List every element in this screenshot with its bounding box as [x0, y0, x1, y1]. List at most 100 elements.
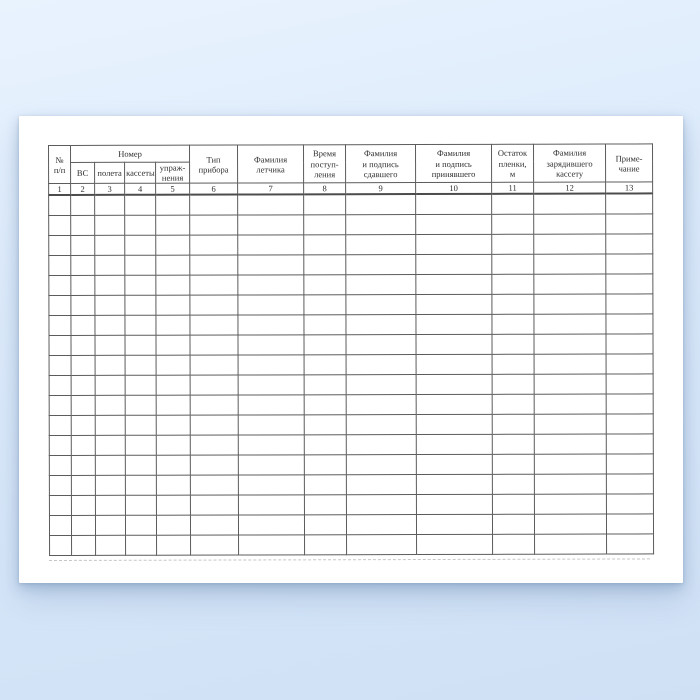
empty-cell [125, 434, 157, 455]
empty-cell [49, 474, 72, 496]
empty-cell [49, 394, 72, 416]
table-row [48, 313, 654, 336]
empty-cell [346, 514, 417, 535]
empty-cell [346, 414, 417, 435]
empty-cell [49, 434, 72, 456]
empty-cell [190, 414, 239, 435]
empty-cell [492, 433, 535, 454]
empty-cell [190, 334, 239, 355]
empty-cell [415, 253, 492, 275]
empty-cell [605, 233, 653, 254]
empty-cell [124, 254, 156, 275]
empty-cell [238, 354, 305, 375]
empty-cell [94, 254, 125, 275]
table-row [48, 213, 653, 236]
table-row [49, 513, 654, 536]
empty-cell [304, 454, 347, 475]
empty-cell [155, 254, 190, 275]
empty-cell [48, 254, 71, 276]
empty-cell [70, 294, 95, 315]
empty-cell [346, 534, 417, 555]
col-header-9: Фамилия и подпись сдавшего [345, 144, 416, 183]
empty-cell [346, 394, 417, 415]
empty-cell [533, 233, 606, 254]
empty-cell [125, 494, 157, 515]
empty-cell [534, 413, 607, 434]
empty-cell [534, 493, 607, 514]
col-header-6: Тип прибора [189, 145, 238, 184]
empty-cell [345, 274, 416, 295]
empty-cell [606, 373, 654, 394]
faint-second-rule-artifact [49, 558, 651, 561]
empty-cell [416, 353, 493, 375]
empty-cell [606, 353, 654, 374]
empty-cell [190, 394, 239, 415]
empty-cell [416, 393, 493, 415]
empty-cell [492, 413, 535, 434]
empty-cell [492, 533, 535, 554]
empty-cell [70, 334, 96, 355]
empty-cell [125, 354, 157, 375]
empty-cell [534, 353, 607, 374]
empty-cell [237, 314, 305, 335]
empty-cell [95, 474, 126, 495]
empty-cell [237, 274, 304, 295]
col-header-1: № п/п [48, 145, 71, 184]
empty-cell [534, 333, 607, 354]
empty-cell [533, 253, 606, 274]
empty-cell [415, 193, 492, 215]
document-sheet: № п/п Номер Тип прибора Фамилия летчика Врем… [19, 116, 683, 583]
empty-cell [303, 254, 346, 275]
empty-cell [492, 513, 535, 534]
empty-cell [125, 454, 157, 475]
empty-cell [71, 494, 96, 515]
empty-cell [345, 234, 416, 255]
table-row [49, 433, 654, 456]
table-row [48, 193, 653, 216]
table-row [48, 233, 653, 256]
empty-cell [238, 414, 305, 435]
empty-cell [345, 214, 416, 235]
empty-cell [49, 354, 72, 376]
empty-cell [156, 374, 191, 395]
empty-cell [303, 294, 346, 315]
empty-cell [303, 274, 346, 295]
empty-cell [190, 534, 239, 555]
empty-cell [238, 434, 305, 455]
empty-cell [49, 414, 72, 436]
table-area: № п/п Номер Тип прибора Фамилия летчика Врем… [48, 143, 655, 556]
empty-cell [304, 354, 347, 375]
empty-cell [48, 234, 71, 256]
empty-cell [124, 194, 156, 215]
empty-cell [156, 514, 191, 535]
empty-cell [190, 434, 239, 455]
empty-cell [415, 233, 492, 255]
empty-cell [95, 454, 126, 475]
empty-cell [238, 474, 305, 495]
header-row-top: № п/п Номер Тип прибора Фамилия летчика Врем… [48, 143, 653, 184]
empty-cell [71, 414, 96, 435]
col-number-9: 9 [345, 182, 416, 195]
col-number-1: 1 [48, 183, 71, 196]
empty-cell [606, 513, 654, 534]
empty-cell [156, 494, 191, 515]
empty-cell [48, 294, 71, 316]
empty-cell [49, 514, 72, 536]
col-header-7: Фамилия летчика [237, 144, 304, 184]
table-row [49, 493, 654, 516]
col-number-11: 11 [491, 182, 534, 194]
empty-cell [71, 394, 96, 415]
empty-cell [415, 273, 492, 295]
col-header-10: Фамилия и подпись принявшего [415, 144, 492, 183]
empty-cell [533, 213, 606, 234]
empty-cell [189, 274, 238, 295]
empty-cell [95, 494, 126, 515]
empty-cell [345, 314, 417, 335]
empty-cell [94, 274, 125, 295]
empty-cell [237, 254, 304, 275]
empty-cell [70, 254, 95, 275]
empty-cell [534, 533, 607, 554]
table-row [49, 453, 654, 476]
col-number-12: 12 [533, 182, 606, 194]
empty-cell [156, 354, 191, 375]
